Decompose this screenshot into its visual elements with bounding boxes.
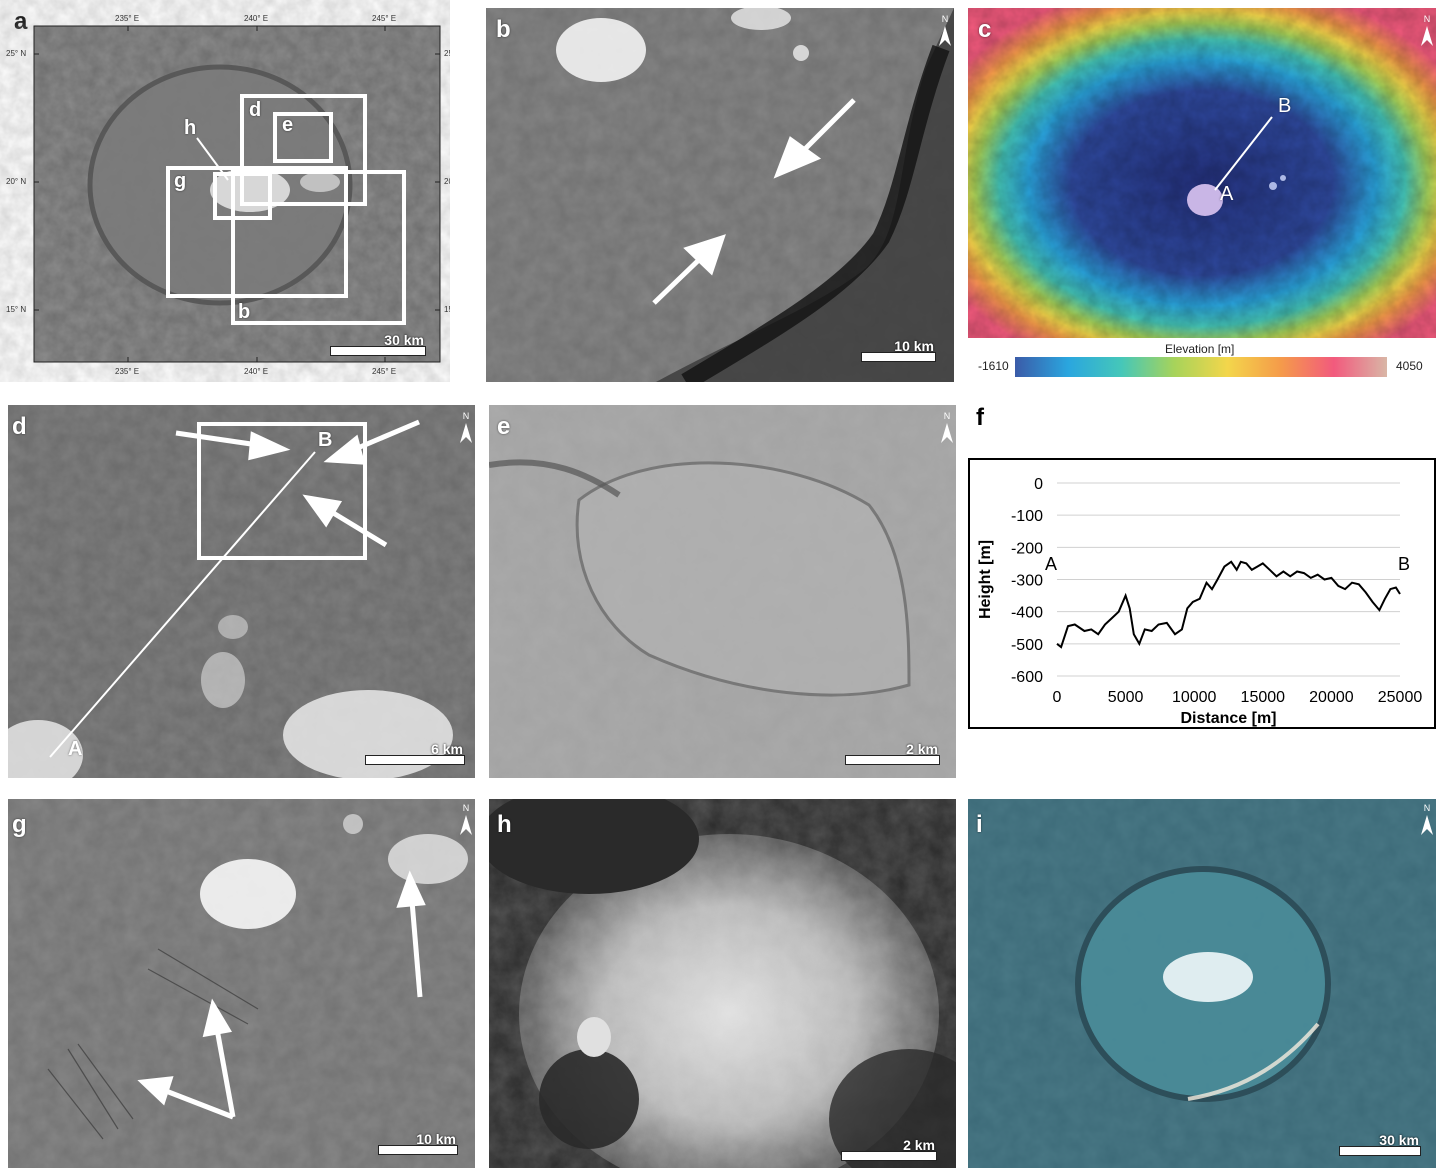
box-g [166,166,348,298]
x-tick-label: 0 [1053,689,1062,706]
y-tick-label: 0 [1034,476,1043,493]
panel-c: c N A B Elevation [m] -1610 4050 [968,8,1436,392]
lat-tick-left: 25° N [6,49,27,58]
color-composite-image [968,799,1436,1168]
scale-label: 30 km [384,332,424,348]
box-h [213,172,272,220]
panel-label: b [496,16,511,43]
panel-label-f: f [976,404,984,431]
north-arrow-icon: N [1418,803,1436,837]
colorbar-title: Elevation [m] [1165,342,1235,356]
box-b [231,170,406,325]
panel-b: b N 10 km [486,8,954,382]
panel-label: a [14,8,28,35]
point-label-b: B [1278,95,1292,117]
north-arrow-icon: N [457,803,475,837]
lat-tick-right: 20° N [444,177,450,186]
box-d [240,94,367,206]
overview-image [33,25,441,363]
box-label-e: e [282,114,294,136]
y-tick-label: -300 [1011,573,1043,590]
profile-end-label: B [1398,554,1410,574]
scale-bar: 10 km [861,328,936,362]
y-tick-label: -500 [1011,637,1043,654]
profile-start-label: A [1045,554,1057,574]
scale-bar: 2 km [845,723,940,765]
x-tick-label: 20000 [1309,689,1354,706]
lon-tick-top: 240° E [244,14,269,23]
crater-floor-fractures-image [8,799,475,1168]
scale-label: 10 km [894,338,934,354]
y-tick-label: -200 [1011,540,1043,557]
colorbar-max: 4050 [1396,359,1423,373]
x-tick-label: 15000 [1241,689,1286,706]
point-label-b: B [318,429,333,451]
scale-label: 2 km [906,741,938,757]
elevation-colorbar [1015,357,1387,377]
height-profile-chart: 0 -100 -200 -300 -400 -500 -600 0 5000 10000 15000… [977,476,1423,727]
profile-chart-box: 0 -100 -200 -300 -400 -500 -600 0 5000 10000 15000… [968,458,1436,729]
panel-label: h [497,811,512,838]
box-label-h: h [184,117,197,139]
bright-deposit-image [489,799,956,1168]
panel-label: g [12,811,27,838]
x-axis-title: Distance [m] [1180,710,1276,727]
scale-bar: 10 km [378,1113,458,1155]
colorbar-min: -1610 [978,359,1009,373]
profile-series-line [1056,560,1401,649]
scale-label: 30 km [1379,1132,1419,1148]
scale-bar: 2 km [841,1121,937,1161]
panel-label: e [497,413,511,440]
panel-e: e N 2 km [489,405,956,778]
crater-floor-image [486,8,954,382]
lon-tick-bottom: 240° E [244,367,269,376]
panel-label: i [976,811,983,838]
box-label-d: d [249,99,262,121]
lon-tick-bottom: 235° E [115,367,140,376]
scale-bar: 30 km [330,322,426,356]
box-label-g: g [174,170,187,192]
panel-a: a d e h g b 235° E 240° E 245° E 235° E … [0,0,450,382]
panel-d: d N A B 6 km [8,405,475,778]
north-arrow-icon: N [936,14,954,48]
lat-tick-right: 25° N [444,49,450,58]
scale-label: 10 km [416,1131,456,1147]
lon-tick-bottom: 245° E [372,367,397,376]
x-tick-label: 25000 [1378,689,1423,706]
panel-i: i N 30 km [968,799,1436,1168]
x-tick-label: 10000 [1172,689,1217,706]
lat-tick-right: 15° N [444,305,450,314]
box-label-b: b [238,301,251,323]
y-tick-label: -100 [1011,508,1043,525]
slump-overview-image [8,405,475,778]
lon-tick-top: 245° E [372,14,397,23]
lat-tick-left: 15° N [6,305,27,314]
panel-label: d [12,413,27,440]
point-label-a: A [1220,183,1234,205]
lon-tick-top: 235° E [115,14,140,23]
scale-label: 6 km [431,741,463,757]
y-axis-title: Height [m] [977,540,994,619]
scale-bar: 6 km [365,723,465,765]
box-e [273,112,333,163]
north-arrow-icon: N [1418,14,1436,48]
point-label-a: A [68,738,83,760]
x-tick-label: 5000 [1108,689,1144,706]
panel-h: h 2 km [489,799,956,1168]
scale-label: 2 km [903,1137,935,1153]
slump-detail-image [489,405,956,778]
y-tick-label: -400 [1011,605,1043,622]
y-tick-label: -600 [1011,669,1043,686]
lat-tick-left: 20° N [6,177,27,186]
north-arrow-icon: N [457,411,475,445]
north-arrow-icon: N [938,411,956,445]
elevation-map [968,8,1436,338]
scale-bar: 30 km [1339,1114,1421,1156]
panel-g: g N 10 km [8,799,475,1168]
panel-label: c [978,16,992,43]
